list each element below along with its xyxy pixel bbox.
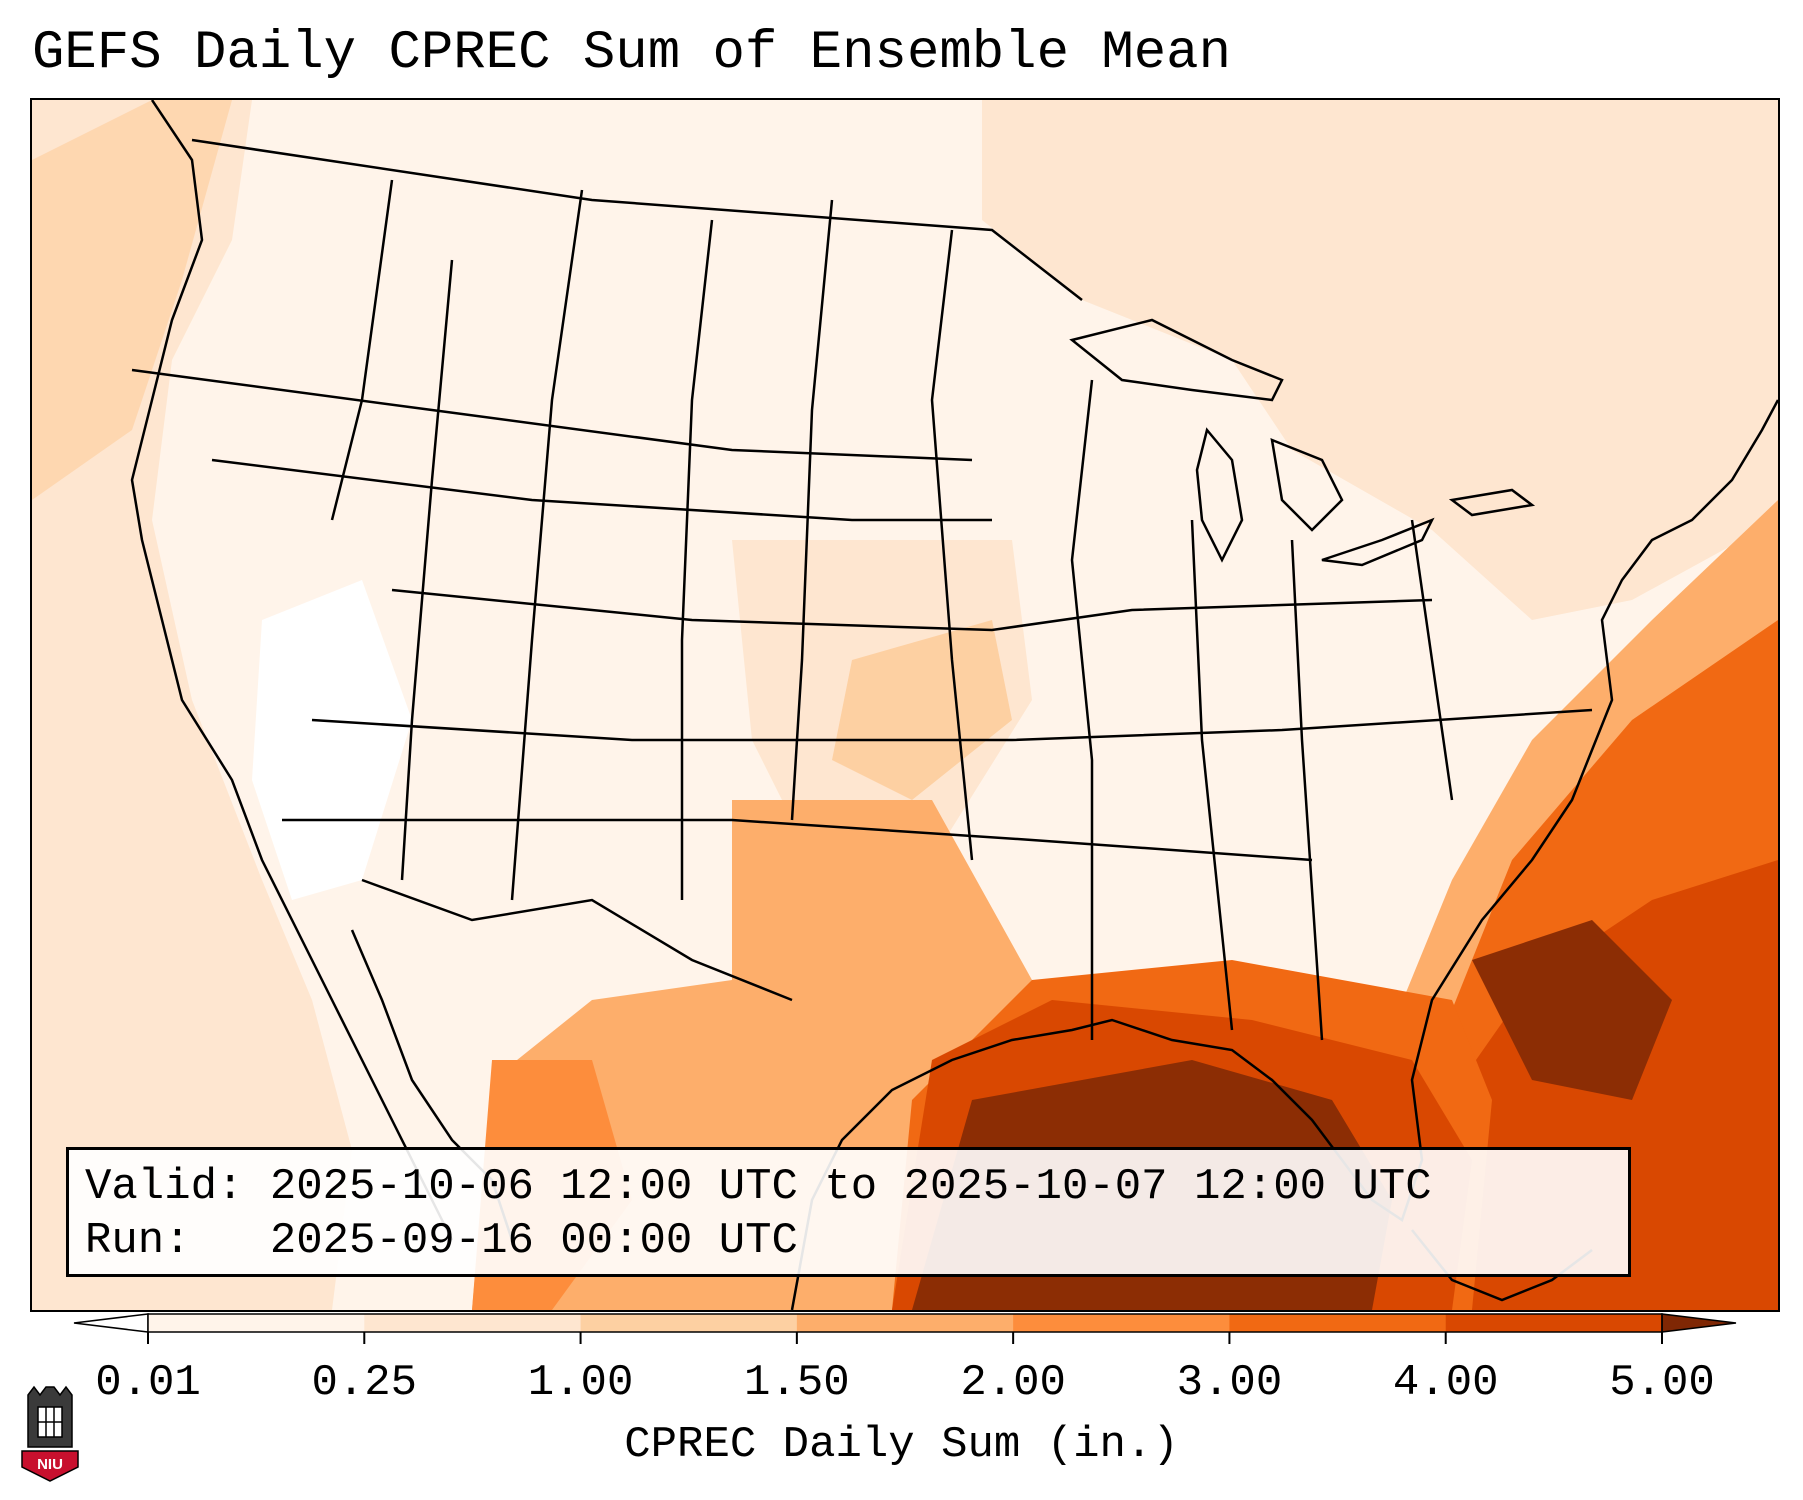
border-vert-10 — [1410, 519, 1454, 801]
lake-huron-outline — [1270, 438, 1344, 532]
valid-run-info-box: Valid: 2025-10-06 12:00 UTC to 2025-10-0… — [66, 1147, 1631, 1277]
colorbar-segment — [364, 1314, 582, 1332]
precip-north-zone — [982, 100, 1778, 620]
niu-logo-text: NIU — [37, 1456, 63, 1473]
border-vert-1 — [330, 179, 394, 521]
border-vert-5 — [790, 199, 834, 821]
colorbar-tick-label: 2.00 — [960, 1358, 1066, 1408]
border-vert-2 — [400, 259, 454, 881]
precip-pacific-nw-zone — [32, 100, 232, 500]
colorbar-segments — [73, 1313, 1737, 1333]
border-vert-6 — [930, 229, 974, 861]
colorbar-under-arrow — [73, 1313, 149, 1333]
colorbar-segment — [580, 1314, 798, 1332]
colorbar — [73, 1313, 1737, 1344]
border-line-3 — [391, 588, 1433, 632]
colorbar-tick-label: 3.00 — [1176, 1358, 1283, 1408]
colorbar-label: CPREC Daily Sum (in.) — [624, 1420, 1179, 1470]
chart-title: GEFS Daily CPREC Sum of Ensemble Mean — [32, 23, 1231, 84]
colorbar-tick-label: 0.01 — [95, 1358, 201, 1408]
precip-atlantic-core — [1472, 920, 1672, 1100]
lake-erie-outline — [1321, 517, 1435, 567]
colorbar-tick-label: 0.25 — [311, 1358, 418, 1408]
pacific-coastline — [130, 100, 454, 1241]
colorbar-over-arrow — [1661, 1313, 1737, 1333]
border-vert-4 — [680, 219, 714, 900]
colorbar-segment — [148, 1314, 365, 1332]
colorbar-segment — [1445, 1314, 1663, 1332]
colorbar-segment — [1229, 1314, 1447, 1332]
colorbar-tick-label: 4.00 — [1392, 1358, 1499, 1408]
colorbar-segment — [1013, 1314, 1230, 1332]
border-vert-9 — [1290, 539, 1324, 1041]
run-time-text: Run: 2025-09-16 00:00 UTC — [85, 1216, 798, 1266]
colorbar-tick-label: 1.50 — [744, 1358, 850, 1408]
colorbar-tick-label: 5.00 — [1609, 1358, 1715, 1408]
lake-ontario-outline — [1448, 488, 1536, 517]
map-canvas — [32, 100, 1778, 1310]
colorbar-segment — [796, 1314, 1014, 1332]
colorbar-tick-label: 1.00 — [527, 1358, 634, 1408]
state-borders — [131, 138, 1593, 1041]
border-line-5 — [282, 818, 1313, 862]
border-line-1 — [131, 368, 973, 462]
lake-michigan-outline — [1195, 427, 1244, 563]
valid-time-text: Valid: 2025-10-06 12:00 UTC to 2025-10-0… — [85, 1162, 1432, 1212]
colorbar-outline — [147, 1313, 1663, 1333]
border-vert-7 — [1070, 379, 1094, 1040]
niu-castle-icon: NIU — [21, 1385, 79, 1482]
border-vert-3 — [510, 189, 584, 901]
map-panel — [30, 98, 1780, 1312]
us-canada-border — [191, 138, 1083, 301]
border-line-2 — [211, 458, 992, 522]
precip-kansas-zone — [832, 620, 1012, 800]
colorbar-tick-marks — [147, 1332, 1663, 1344]
lake-superior-outline — [1069, 318, 1284, 402]
us-mexico-border — [361, 878, 793, 1002]
border-vert-8 — [1190, 519, 1234, 1031]
